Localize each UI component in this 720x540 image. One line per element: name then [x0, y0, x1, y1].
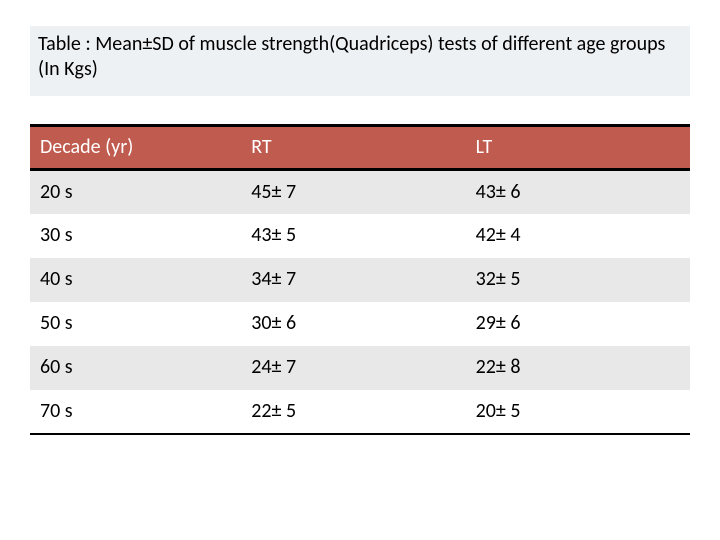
- cell-rt: 24± 7: [241, 346, 465, 390]
- cell-rt: 45± 7: [241, 170, 465, 214]
- cell-rt: 22± 5: [241, 390, 465, 434]
- cell-lt: 29± 6: [466, 302, 690, 346]
- table-row: 50 s 30± 6 29± 6: [30, 302, 690, 346]
- data-table: Decade (yr) RT LT 20 s 45± 7 43± 6 30 s …: [30, 124, 690, 435]
- cell-rt: 30± 6: [241, 302, 465, 346]
- cell-lt: 22± 8: [466, 346, 690, 390]
- col-header-lt: LT: [466, 126, 690, 170]
- table-row: 40 s 34± 7 32± 5: [30, 258, 690, 302]
- cell-decade: 60 s: [30, 346, 241, 390]
- cell-rt: 43± 5: [241, 214, 465, 258]
- cell-lt: 32± 5: [466, 258, 690, 302]
- table-row: 20 s 45± 7 43± 6: [30, 170, 690, 214]
- col-header-rt: RT: [241, 126, 465, 170]
- table-caption: Table : Mean±SD of muscle strength(Quadr…: [30, 26, 690, 96]
- cell-decade: 40 s: [30, 258, 241, 302]
- cell-rt: 34± 7: [241, 258, 465, 302]
- cell-decade: 30 s: [30, 214, 241, 258]
- cell-lt: 20± 5: [466, 390, 690, 434]
- table-row: 30 s 43± 5 42± 4: [30, 214, 690, 258]
- cell-lt: 43± 6: [466, 170, 690, 214]
- data-table-container: Decade (yr) RT LT 20 s 45± 7 43± 6 30 s …: [30, 124, 690, 435]
- table-body: 20 s 45± 7 43± 6 30 s 43± 5 42± 4 40 s 3…: [30, 170, 690, 434]
- cell-decade: 20 s: [30, 170, 241, 214]
- cell-decade: 50 s: [30, 302, 241, 346]
- col-header-decade: Decade (yr): [30, 126, 241, 170]
- cell-decade: 70 s: [30, 390, 241, 434]
- table-header: Decade (yr) RT LT: [30, 126, 690, 170]
- table-row: 60 s 24± 7 22± 8: [30, 346, 690, 390]
- table-row: 70 s 22± 5 20± 5: [30, 390, 690, 434]
- cell-lt: 42± 4: [466, 214, 690, 258]
